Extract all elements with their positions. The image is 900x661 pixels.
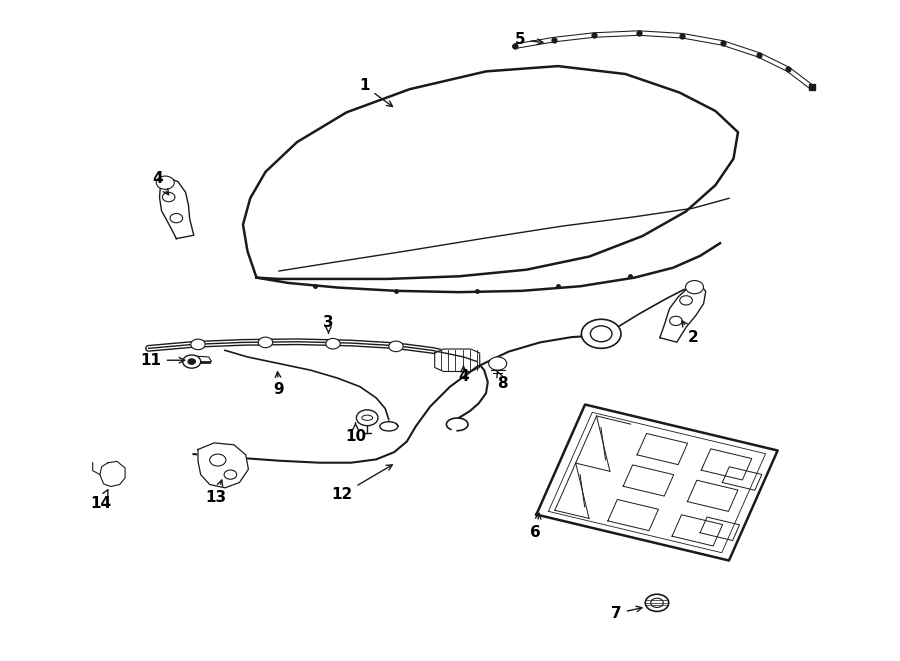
Circle shape <box>670 316 682 325</box>
Circle shape <box>258 337 273 348</box>
Polygon shape <box>100 461 125 486</box>
Circle shape <box>224 470 237 479</box>
Text: 10: 10 <box>345 423 366 444</box>
Text: 7: 7 <box>611 606 642 621</box>
Text: 1: 1 <box>359 79 392 106</box>
Circle shape <box>191 339 205 350</box>
Text: 5: 5 <box>515 32 543 47</box>
Text: 14: 14 <box>90 490 112 511</box>
Circle shape <box>489 357 507 370</box>
Circle shape <box>326 338 340 349</box>
Circle shape <box>581 319 621 348</box>
Circle shape <box>210 454 226 466</box>
Text: 4: 4 <box>458 366 469 384</box>
Text: 9: 9 <box>274 372 284 397</box>
Circle shape <box>686 280 704 293</box>
Circle shape <box>170 214 183 223</box>
Text: 2: 2 <box>682 321 698 344</box>
Circle shape <box>162 192 175 202</box>
Text: 13: 13 <box>205 480 227 504</box>
Circle shape <box>188 359 195 364</box>
Text: 3: 3 <box>323 315 334 333</box>
Circle shape <box>645 594 669 611</box>
Polygon shape <box>159 178 194 239</box>
Circle shape <box>680 295 692 305</box>
Text: 6: 6 <box>530 513 541 539</box>
Text: 11: 11 <box>140 353 184 368</box>
Text: 4: 4 <box>152 171 168 195</box>
Polygon shape <box>198 443 248 488</box>
Circle shape <box>183 355 201 368</box>
Polygon shape <box>435 349 480 371</box>
Circle shape <box>651 598 663 607</box>
Text: 8: 8 <box>497 371 508 391</box>
Text: 12: 12 <box>331 465 392 502</box>
Circle shape <box>590 326 612 342</box>
Circle shape <box>157 176 175 189</box>
Polygon shape <box>660 286 706 342</box>
Polygon shape <box>243 66 738 279</box>
Polygon shape <box>536 405 778 561</box>
Circle shape <box>389 341 403 352</box>
Circle shape <box>356 410 378 426</box>
